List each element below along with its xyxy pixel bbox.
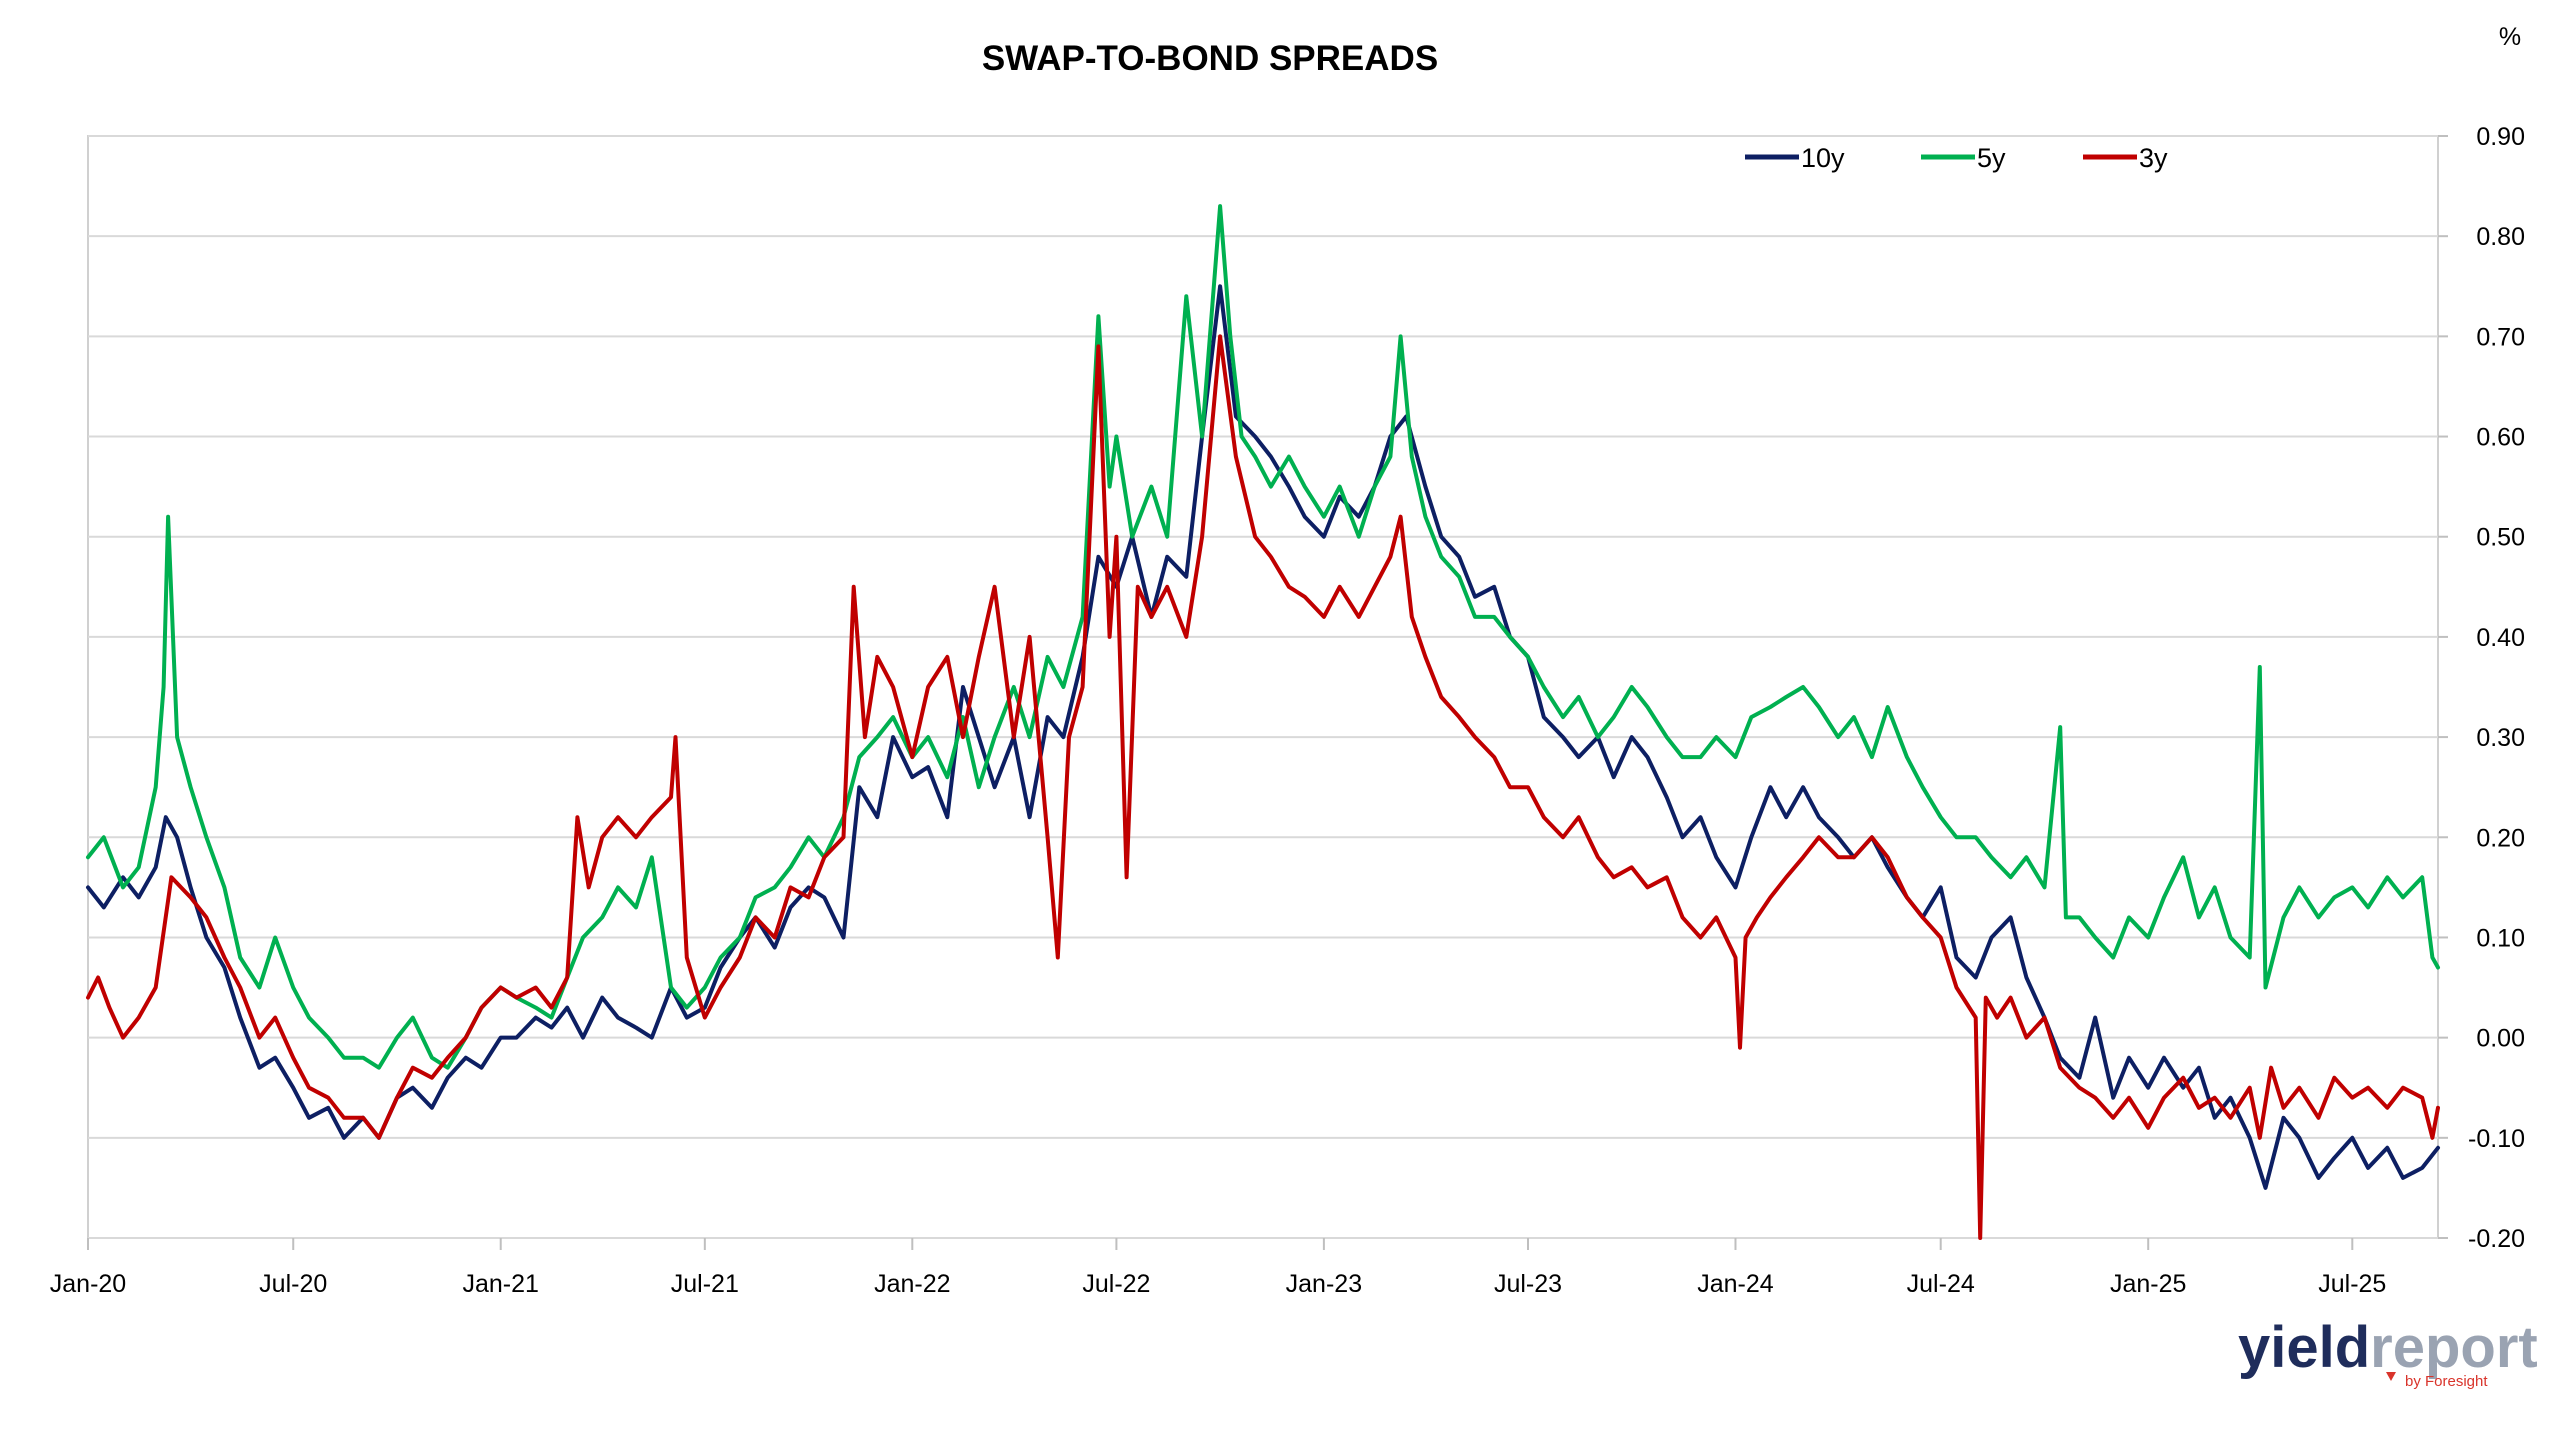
x-tick-label: Jan-25 — [2110, 1270, 2186, 1298]
chart-title: SWAP-TO-BOND SPREADS — [982, 39, 1438, 78]
y-tick-label: -0.20 — [2468, 1225, 2525, 1253]
legend-label-3y: 3y — [2139, 143, 2168, 173]
y-axis-ticks: 0.90 0.80 0.70 0.60 0.50 0.40 0.30 0.20 0.10 0.00… — [2438, 123, 2525, 1253]
y-tick-label: 0.70 — [2476, 323, 2525, 351]
x-tick-label: Jan-20 — [50, 1270, 126, 1298]
y-tick-label: 0.90 — [2476, 123, 2525, 151]
y-tick-label: 0.20 — [2476, 824, 2525, 852]
y-tick-label: 0.60 — [2476, 424, 2525, 452]
x-tick-label: Jan-21 — [462, 1270, 538, 1298]
y-tick-label: 0.50 — [2476, 524, 2525, 552]
series-lines — [86, 204, 2440, 1240]
logo-text-yield: yield — [2238, 1315, 2370, 1380]
legend: 10y 5y 3y — [1745, 143, 2168, 173]
x-tick-label: Jan-22 — [874, 1270, 950, 1298]
yieldreport-logo: yieldreport by Foresight — [2238, 1315, 2538, 1390]
x-tick-label: Jan-24 — [1697, 1270, 1774, 1298]
x-tick-label: Jul-25 — [2318, 1270, 2386, 1298]
series-line-3y — [86, 334, 2440, 1240]
y-tick-label: 0.80 — [2476, 223, 2525, 251]
y-tick-label: -0.10 — [2468, 1125, 2525, 1153]
unit-label: % — [2499, 23, 2521, 51]
legend-label-5y: 5y — [1977, 143, 2006, 173]
y-tick-label: 0.00 — [2476, 1025, 2525, 1053]
x-tick-label: Jul-23 — [1494, 1270, 1562, 1298]
logo-triangle-icon — [2386, 1372, 2396, 1381]
logo-text-report: report — [2370, 1315, 2538, 1380]
y-tick-label: 0.10 — [2476, 924, 2525, 952]
x-tick-label: Jul-22 — [1082, 1270, 1150, 1298]
x-tick-label: Jul-24 — [1907, 1270, 1975, 1298]
x-tick-label: Jan-23 — [1286, 1270, 1362, 1298]
grid-lines — [88, 135, 2438, 1239]
y-tick-label: 0.40 — [2476, 624, 2525, 652]
legend-label-10y: 10y — [1801, 143, 1845, 173]
x-axis-ticks: Jan-20 Jul-20 Jan-21 Jul-21 Jan-22 Jul-22 Jan-… — [50, 1238, 2386, 1298]
y-tick-label: 0.30 — [2476, 724, 2525, 752]
plot-area — [87, 135, 2439, 1239]
x-tick-label: Jul-21 — [671, 1270, 739, 1298]
logo-subtext: by Foresight — [2405, 1373, 2488, 1390]
logo-text: yieldreport — [2238, 1315, 2538, 1380]
x-tick-label: Jul-20 — [259, 1270, 327, 1298]
